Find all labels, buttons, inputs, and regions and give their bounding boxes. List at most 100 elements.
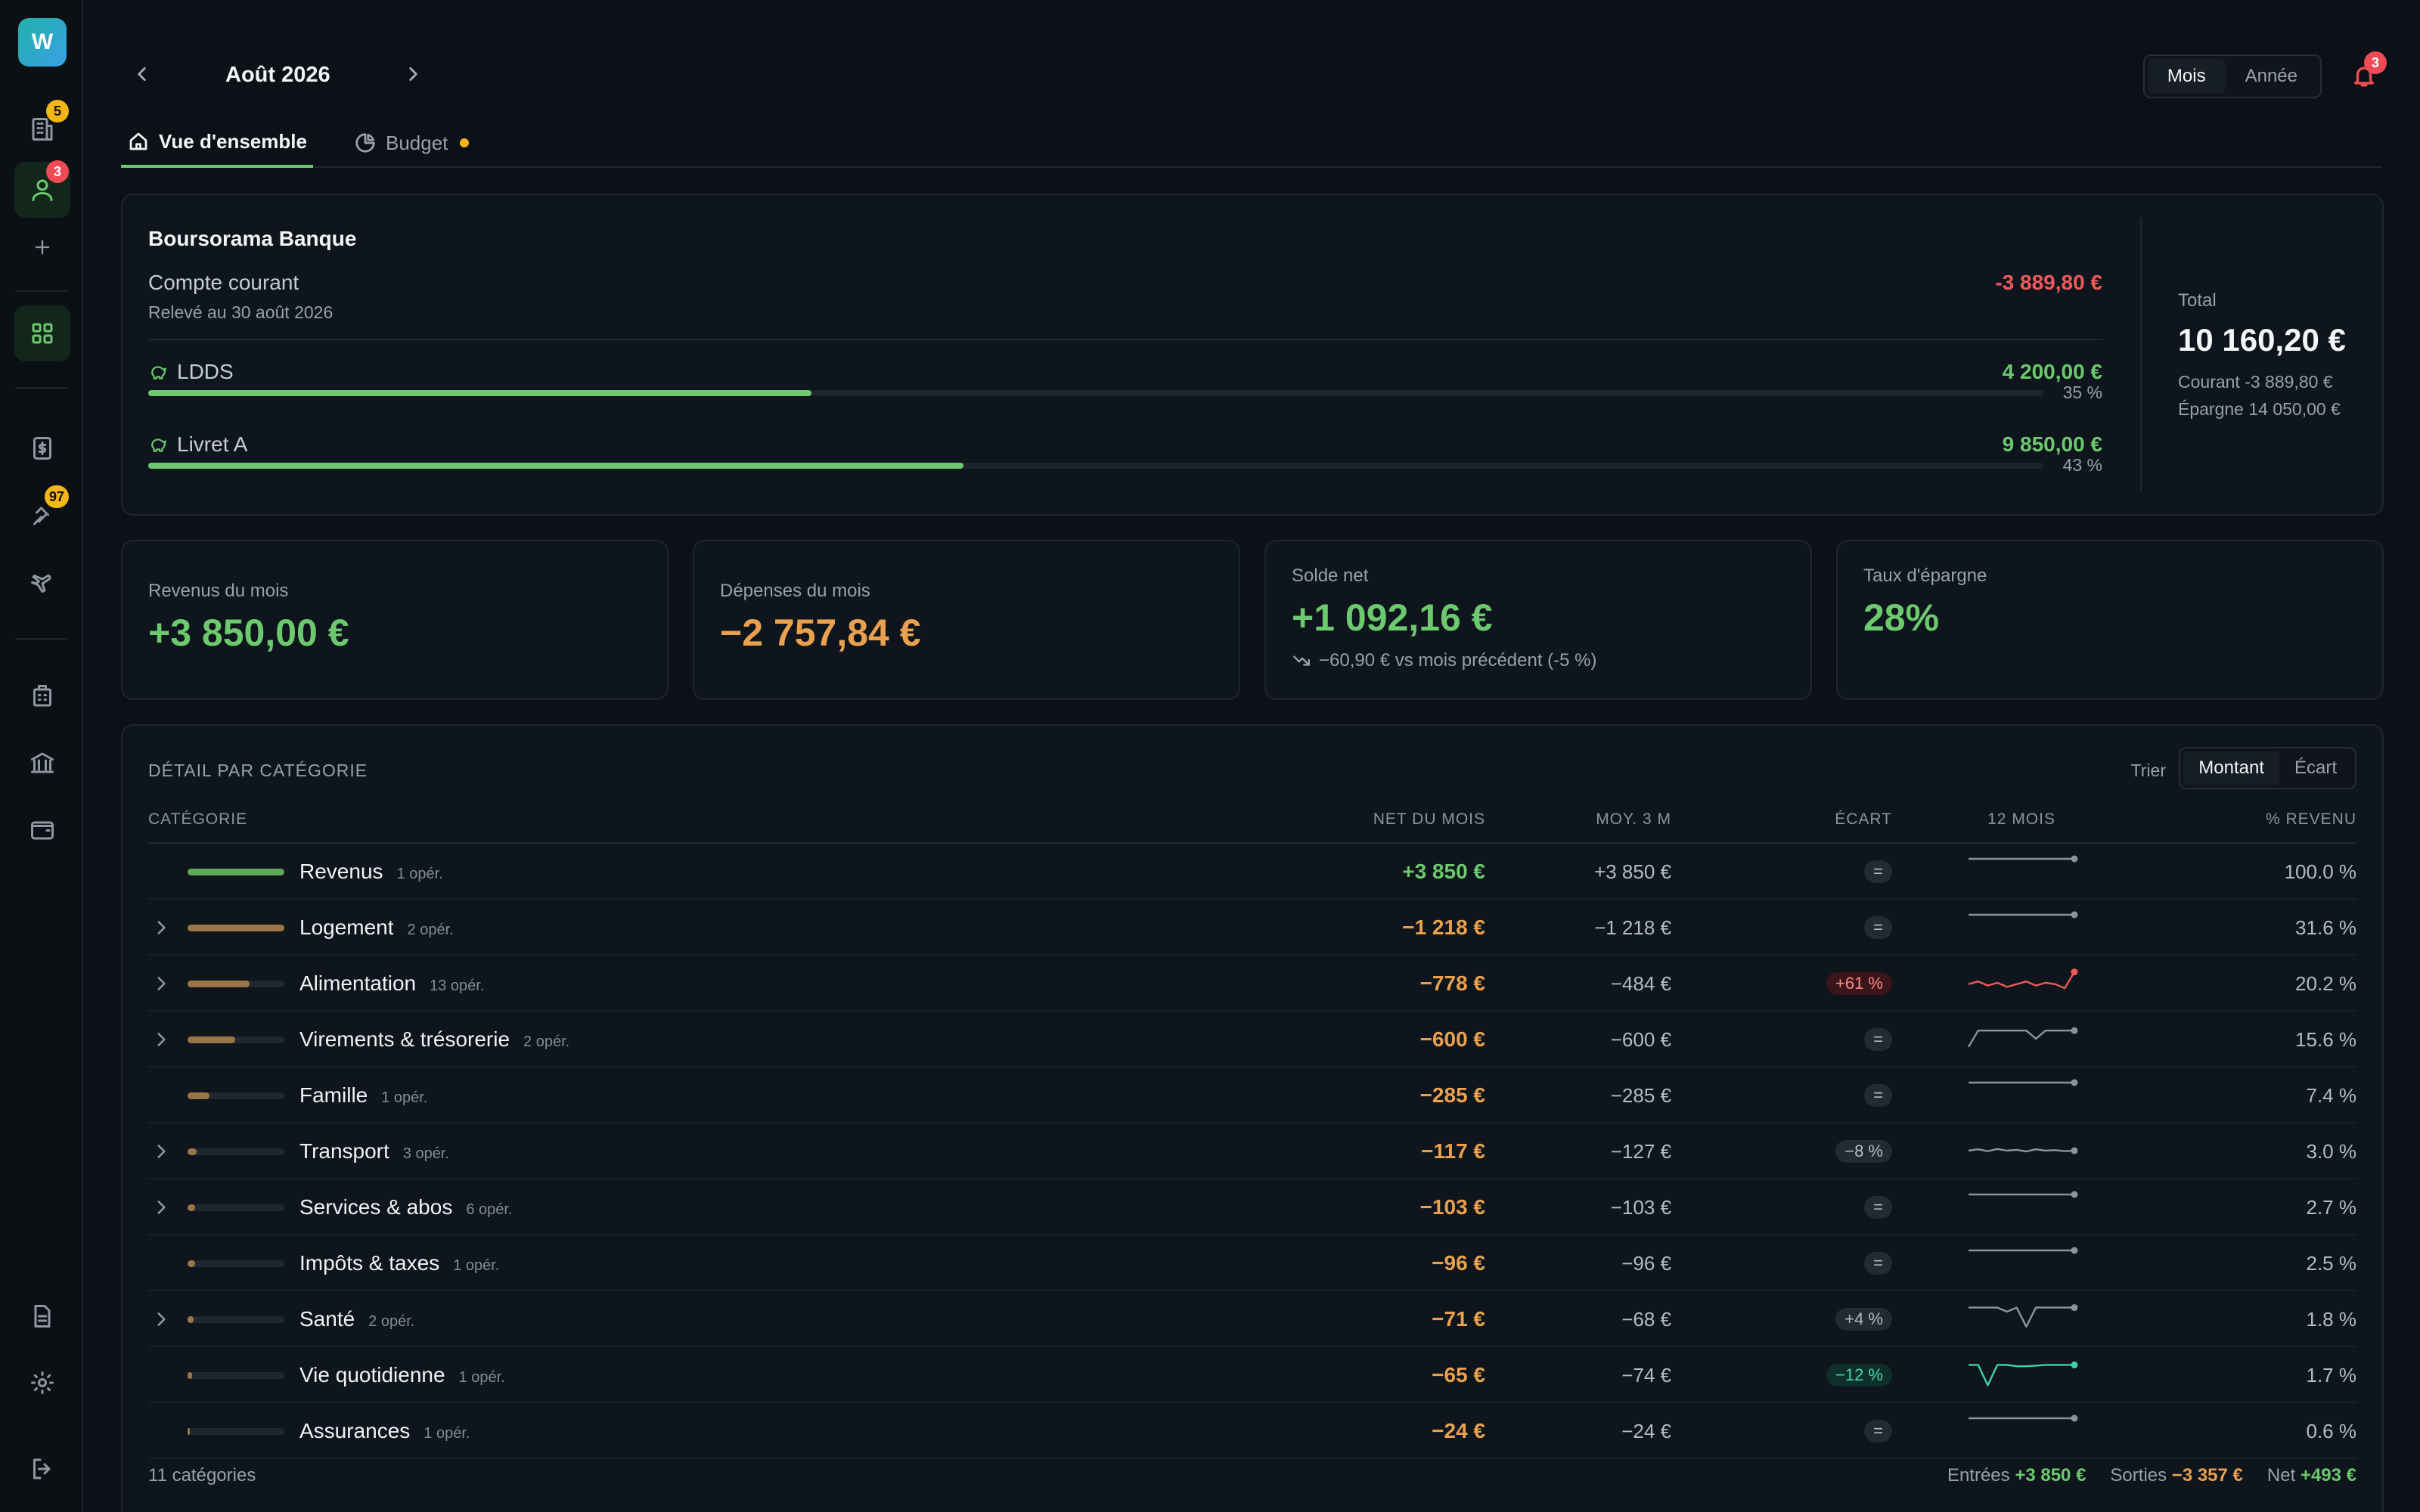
category-name: Logement 2 opér.: [299, 916, 454, 940]
category-net: −1 218 €: [1402, 916, 1485, 939]
budget-alert-dot: [460, 138, 470, 147]
expand-chevron-icon[interactable]: [151, 974, 171, 993]
col-header-gap[interactable]: ÉCART: [1835, 810, 1892, 828]
savings-row[interactable]: LDDS 4 200,00 € 35 %: [148, 360, 2102, 405]
table-row[interactable]: Services & abos 6 opér. −103 € −103 € = 2.7 %: [148, 1179, 2356, 1235]
prev-month-button[interactable]: [127, 59, 157, 89]
col-header-net[interactable]: NET DU MOIS: [1373, 810, 1485, 828]
bank-name: Boursorama Banque: [148, 227, 357, 250]
kpi-income-card: Revenus du mois +3 850,00 €: [121, 540, 669, 700]
col-header-revenue-pct[interactable]: % REVENU: [2265, 810, 2356, 828]
category-sparkline: [1969, 855, 2078, 863]
next-month-button[interactable]: [398, 59, 428, 89]
expand-chevron-icon[interactable]: [151, 1198, 171, 1217]
sidebar-people-button[interactable]: 3: [14, 160, 70, 218]
sparkline-endpoint: [2071, 1361, 2078, 1368]
category-label: Logement: [299, 916, 394, 939]
sidebar-buildings-button[interactable]: 5: [14, 100, 70, 157]
sidebar-documents-button[interactable]: [14, 1288, 70, 1344]
period-month-option[interactable]: Mois: [2147, 59, 2226, 94]
sidebar-flights-button[interactable]: [14, 553, 70, 609]
table-row[interactable]: Santé 2 opér. −71 € −68 € +4 % 1.8 %: [148, 1291, 2356, 1347]
col-header-avg[interactable]: MOY. 3 M: [1596, 810, 1671, 828]
user-icon: [32, 179, 53, 201]
current-account-name[interactable]: Compte courant: [148, 271, 299, 294]
period-year-option[interactable]: Année: [2245, 66, 2297, 86]
dashboard-icon: [32, 323, 53, 344]
sidebar-travel-button[interactable]: 97: [14, 485, 70, 543]
sidebar-invoice-button[interactable]: [14, 420, 70, 476]
plus-icon: [35, 240, 50, 255]
net-value: +493 €: [2300, 1465, 2356, 1486]
route-icon: [33, 507, 49, 525]
tab-overview[interactable]: Vue d'ensemble: [121, 118, 313, 168]
category-gap-badge: =: [1864, 916, 1892, 939]
category-gap-badge: =: [1864, 1084, 1892, 1107]
expand-chevron-icon[interactable]: [151, 1142, 171, 1161]
category-share-track: [188, 981, 284, 987]
notifications-button[interactable]: 3: [2346, 51, 2387, 94]
sidebar-property-button[interactable]: [14, 668, 70, 724]
table-row[interactable]: Logement 2 opér. −1 218 € −1 218 € = 31.6 %: [148, 900, 2356, 956]
sparkline-endpoint: [2071, 1247, 2078, 1254]
accounts-card: Boursorama Banque Compte courant Relevé …: [121, 194, 2384, 516]
category-label: Transport: [299, 1139, 389, 1163]
category-avg-3m: −1 218 €: [1594, 916, 1671, 939]
category-op-count: 2 opér.: [523, 1033, 570, 1050]
sidebar-bank-button[interactable]: [14, 735, 70, 791]
category-sparkline: [1969, 1191, 2078, 1198]
category-name: Services & abos 6 opér.: [299, 1195, 513, 1219]
sidebar: W 5 3 97: [0, 0, 83, 1512]
kpi-savings-rate-card: Taux d'épargne 28%: [1836, 540, 2384, 700]
sparkline-path: [1969, 1306, 2074, 1328]
sidebar-settings-button[interactable]: [14, 1355, 70, 1411]
total-divider: [2140, 218, 2142, 491]
category-net: −778 €: [1419, 971, 1485, 995]
current-account-balance: -3 889,80 €: [1995, 271, 2102, 294]
kpi-expenses-value: −2 757,84 €: [720, 612, 921, 654]
table-row[interactable]: Transport 3 opér. −117 € −127 € −8 % 3.0 %: [148, 1123, 2356, 1179]
sidebar-logout-button[interactable]: [14, 1441, 70, 1497]
category-avg-3m: −103 €: [1610, 1196, 1671, 1219]
category-label: Impôts & taxes: [299, 1251, 440, 1275]
account-divider: [148, 339, 2102, 340]
total-entrees: Entrées +3 850 €: [1947, 1465, 2086, 1486]
savings-row[interactable]: Livret A 9 850,00 € 43 %: [148, 432, 2102, 478]
sidebar-divider: [15, 387, 68, 389]
category-revenue-pct: 0.6 %: [2306, 1420, 2357, 1442]
category-op-count: 2 opér.: [368, 1313, 415, 1330]
category-gap-badge: −12 %: [1826, 1364, 1892, 1387]
category-revenue-pct: 15.6 %: [2295, 1028, 2356, 1051]
gear-icon: [31, 1371, 54, 1394]
sidebar-dashboard-button[interactable]: [14, 305, 70, 361]
category-gap-badge: =: [1864, 860, 1892, 883]
table-row[interactable]: Virements & trésorerie 2 opér. −600 € −600 …: [148, 1012, 2356, 1067]
sidebar-wallet-button[interactable]: [14, 801, 70, 857]
table-row[interactable]: Alimentation 13 opér. −778 € −484 € +61 % 20.…: [148, 956, 2356, 1012]
sidebar-add-button[interactable]: [14, 219, 70, 275]
piggy-bank-icon: [151, 438, 166, 452]
sort-gap-option[interactable]: Écart: [2294, 758, 2337, 778]
sort-amount-option[interactable]: Montant: [2183, 751, 2279, 785]
sparkline-endpoint: [2071, 1304, 2078, 1312]
category-detail-card: DÉTAIL PAR CATÉGORIE Trier Montant Écart…: [121, 724, 2384, 1512]
expand-chevron-icon[interactable]: [151, 1309, 171, 1329]
category-revenue-pct: 1.7 %: [2306, 1364, 2357, 1387]
col-header-category[interactable]: CATÉGORIE: [148, 810, 248, 828]
category-op-count: 1 opér.: [396, 866, 443, 882]
kpi-net-card: Solde net +1 092,16 € −60,90 € vs mois p…: [1264, 540, 1812, 700]
kpi-savings-rate-label: Taux d'épargne: [1863, 565, 1987, 586]
category-gap-badge: −8 %: [1835, 1140, 1892, 1163]
tab-budget[interactable]: Budget: [348, 118, 475, 168]
category-op-count: 1 opér.: [381, 1089, 428, 1106]
trend-down-icon: [1293, 655, 1310, 666]
expand-chevron-icon[interactable]: [151, 918, 171, 937]
savings-balance: 9 850,00 €: [2002, 432, 2102, 456]
expand-chevron-icon[interactable]: [151, 1030, 171, 1049]
category-share-track: [188, 1260, 284, 1267]
category-avg-3m: +3 850 €: [1594, 860, 1671, 883]
tab-overview-label: Vue d'ensemble: [159, 129, 307, 153]
entrees-value: +3 850 €: [2015, 1465, 2086, 1486]
category-label: Famille: [299, 1083, 368, 1107]
app-logo[interactable]: W: [18, 18, 67, 67]
